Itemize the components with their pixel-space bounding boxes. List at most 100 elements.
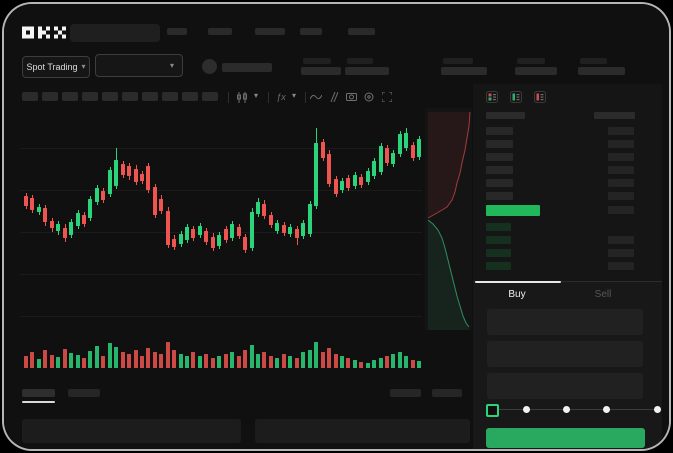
candle <box>114 160 118 186</box>
bid-row[interactable] <box>486 249 511 257</box>
volume-bar <box>411 360 415 368</box>
tab-sell[interactable]: Sell <box>594 289 612 300</box>
ask-row[interactable] <box>486 127 513 135</box>
ask-row[interactable] <box>486 192 513 200</box>
nav-item[interactable] <box>167 28 187 35</box>
slider-handle[interactable] <box>486 404 499 417</box>
candle <box>243 237 247 250</box>
volume-bar <box>50 355 54 368</box>
candle <box>282 225 286 233</box>
ask-row[interactable] <box>486 179 513 187</box>
candle <box>63 228 67 238</box>
settings-icon[interactable] <box>364 92 374 102</box>
timeframe-button[interactable] <box>22 92 38 101</box>
device-bezel: Spot Trading ▾ ▾ ▾ ƒx ▾ <box>4 4 669 449</box>
line-tool-icon[interactable] <box>310 93 322 101</box>
stat-value-placeholder <box>515 67 557 75</box>
nav-item[interactable] <box>255 28 285 35</box>
candle <box>321 142 325 158</box>
stat-label-placeholder <box>347 58 373 64</box>
orderbook-sells-icon[interactable] <box>534 91 546 103</box>
timeframe-button[interactable] <box>122 92 138 101</box>
timeframe-button[interactable] <box>202 92 218 101</box>
candle <box>95 188 99 202</box>
volume-bar <box>134 350 138 368</box>
search-input[interactable] <box>70 24 160 42</box>
candle-style-chevron-icon[interactable]: ▾ <box>254 91 259 100</box>
chart-gridline <box>20 190 422 191</box>
volume-bar <box>391 354 395 368</box>
orders-action[interactable] <box>390 389 421 397</box>
ask-row-amount <box>608 192 634 200</box>
order-input[interactable] <box>487 373 643 399</box>
bid-row[interactable] <box>486 223 511 231</box>
order-input[interactable] <box>487 341 643 367</box>
volume-bar <box>224 354 228 368</box>
ask-row[interactable] <box>486 166 513 174</box>
volume-bar <box>340 356 344 368</box>
compare-icon[interactable] <box>328 92 338 102</box>
timeframe-button[interactable] <box>82 92 98 101</box>
volume-bar <box>230 352 234 368</box>
volume-bar <box>308 350 312 368</box>
timeframe-button[interactable] <box>142 92 158 101</box>
candle <box>224 229 228 240</box>
candle <box>69 222 73 235</box>
nav-item[interactable] <box>300 28 322 35</box>
candle <box>391 153 395 164</box>
slider-stop[interactable] <box>654 406 661 413</box>
candle <box>211 237 215 248</box>
order-input[interactable] <box>487 309 643 335</box>
timeframe-button[interactable] <box>162 92 178 101</box>
volume-bar <box>353 360 357 368</box>
chart-gridline <box>20 232 422 233</box>
buy-button[interactable] <box>486 428 645 448</box>
slider-stop[interactable] <box>523 406 530 413</box>
volume-bar <box>404 356 408 368</box>
candle <box>301 223 305 236</box>
candle <box>295 229 299 238</box>
volume-bar <box>204 354 208 368</box>
orders-tab[interactable] <box>68 389 100 397</box>
candle <box>191 229 195 238</box>
slider-track <box>490 409 655 410</box>
tab-buy[interactable]: Buy <box>508 289 526 300</box>
fullscreen-icon[interactable] <box>382 92 392 102</box>
nav-item[interactable] <box>348 28 375 35</box>
indicator-chevron-icon[interactable]: ▾ <box>292 91 297 100</box>
candle-style-icon[interactable] <box>234 91 250 103</box>
bid-row[interactable] <box>486 262 511 270</box>
volume-bar <box>211 358 215 368</box>
timeframe-button[interactable] <box>102 92 118 101</box>
timeframe-button[interactable] <box>62 92 78 101</box>
volume-bar <box>346 358 350 368</box>
bid-row-amount <box>608 249 634 257</box>
bid-row[interactable] <box>486 236 511 244</box>
market-type-dropdown[interactable]: Spot Trading ▾ <box>22 56 90 78</box>
bid-row-amount <box>608 236 634 244</box>
volume-bar <box>243 350 247 368</box>
candle <box>76 213 80 226</box>
orderbook-buys-icon[interactable] <box>510 91 522 103</box>
slider-stop[interactable] <box>563 406 570 413</box>
pair-dropdown[interactable]: ▾ <box>95 54 183 77</box>
bid-row-amount <box>608 262 634 270</box>
okx-logo <box>22 26 66 39</box>
candle <box>411 145 415 158</box>
timeframe-button[interactable] <box>182 92 198 101</box>
ask-row-amount <box>608 153 634 161</box>
timeframe-button[interactable] <box>42 92 58 101</box>
orderbook-both-icon[interactable] <box>486 91 498 103</box>
candle <box>121 164 125 175</box>
candle <box>127 166 131 176</box>
indicator-fx-icon[interactable]: ƒx <box>276 92 286 102</box>
screenshot-camera-icon[interactable] <box>346 92 357 101</box>
orders-action[interactable] <box>432 389 462 397</box>
nav-item[interactable] <box>208 28 232 35</box>
slider-stop[interactable] <box>603 406 610 413</box>
orders-tab-active[interactable] <box>22 389 55 397</box>
ask-row[interactable] <box>486 153 513 161</box>
candle <box>30 198 34 210</box>
volume-bar <box>114 347 118 368</box>
ask-row[interactable] <box>486 140 513 148</box>
